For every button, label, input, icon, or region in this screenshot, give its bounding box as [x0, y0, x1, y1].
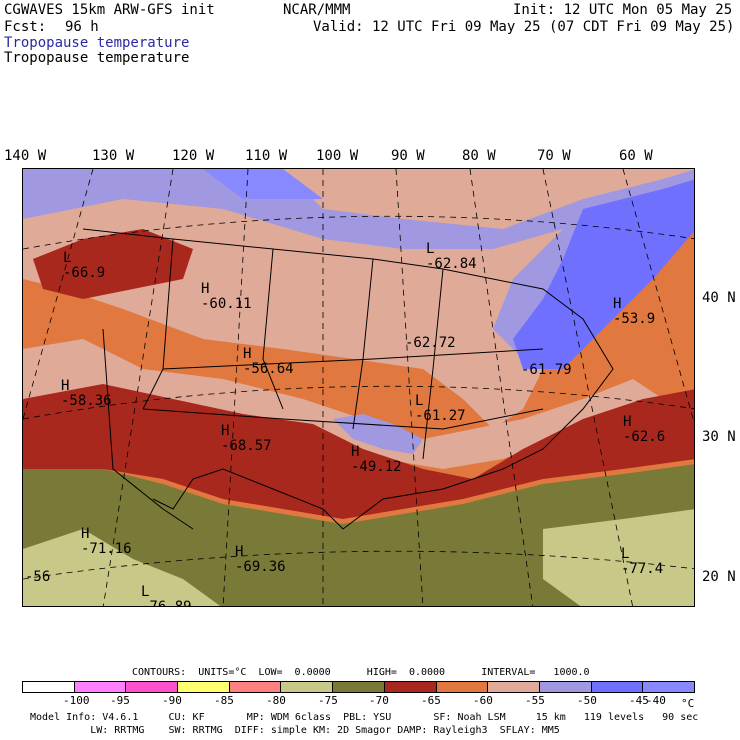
legend-swatch	[591, 682, 644, 692]
valid-time: Valid: 12 UTC Fri 09 May 25 (07 CDT Fri …	[313, 19, 735, 35]
fill-region-55	[23, 339, 663, 469]
model-info-line2: LW: RRTMG SW: RRTMG DIFF: simple KM: 2D …	[30, 725, 560, 736]
contours-info: CONTOURS: UNITS=°C LOW= 0.0000 HIGH= 0.0…	[132, 667, 590, 678]
center-value-label: -56	[25, 569, 51, 585]
legend-tick: -60	[473, 694, 493, 707]
high-center-label: H -60.11	[201, 281, 252, 312]
low-center-label: L -66.9	[63, 250, 106, 281]
legend-swatch	[74, 682, 127, 692]
legend-tick: -70	[369, 694, 389, 707]
org-label: NCAR/MMM	[283, 2, 351, 18]
legend-swatch	[333, 682, 385, 692]
high-center-label: H -69.36	[235, 544, 286, 575]
high-center-label: H -49.12	[351, 444, 402, 475]
low-center-label: L -62.84	[426, 241, 477, 272]
legend-swatch	[178, 682, 230, 692]
fill-region-45	[23, 169, 323, 199]
low-center-label: L -77.4	[621, 546, 664, 577]
high-center-label: H -62.6	[623, 414, 666, 445]
legend-swatch	[436, 682, 489, 692]
low-center-label: L -76.89	[141, 584, 192, 607]
high-center-label: H -53.9	[613, 296, 656, 327]
legend-swatch	[126, 682, 179, 692]
lon-label: 110 W	[245, 148, 288, 164]
fill-region-75	[23, 529, 221, 606]
lon-label: 140 W	[4, 148, 47, 164]
legend-swatch	[488, 682, 540, 692]
low-center-label: L -61.27	[415, 393, 466, 424]
high-center-label: H -58.36	[61, 378, 112, 409]
fill-region-45	[513, 179, 694, 369]
borders	[82, 228, 614, 530]
legend-swatch	[281, 682, 334, 692]
lon-label: 60 W	[619, 148, 653, 164]
lon-label: 80 W	[462, 148, 496, 164]
high-center-label: H -71.16	[81, 526, 132, 557]
map-canvas	[23, 169, 694, 606]
legend-tick: -75	[318, 694, 338, 707]
model-info-line1: Model Info: V4.6.1 CU: KF MP: WDM 6class…	[30, 712, 699, 723]
legend-tick: °C	[681, 697, 695, 710]
legend-swatch	[229, 682, 282, 692]
model-title: CGWAVES 15km ARW-GFS init	[4, 2, 215, 18]
field-title-1: Tropopause temperature	[4, 35, 190, 51]
lon-label: 130 W	[92, 148, 135, 164]
fcst-value: 96 h	[65, 19, 99, 35]
center-value-label: -62.72	[405, 335, 456, 351]
legend-swatch	[23, 682, 75, 692]
fill-region-65	[33, 229, 193, 299]
fill-region-75	[543, 509, 694, 606]
legend-tick: -65	[421, 694, 441, 707]
legend-tick: -50	[577, 694, 597, 707]
map-panel: L -66.9 H -60.11 L -62.84 H -56.64 H -58.36 -…	[22, 168, 695, 607]
fcst-label: Fcst:	[4, 19, 47, 35]
center-value-label: -61.79	[521, 362, 572, 378]
legend-tick: -55	[525, 694, 545, 707]
init-time: Init: 12 UTC Mon 05 May 25	[513, 2, 733, 18]
legend-tick: -80	[266, 694, 286, 707]
legend-tick: -100	[63, 694, 90, 707]
color-legend	[22, 681, 695, 693]
lon-label: 90 W	[391, 148, 425, 164]
legend-tick: -95	[110, 694, 130, 707]
legend-swatch	[539, 682, 592, 692]
lon-label: 70 W	[537, 148, 571, 164]
field-title-2: Tropopause temperature	[4, 50, 190, 66]
lat-label: 20 N	[702, 569, 736, 585]
legend-tick: -85	[214, 694, 234, 707]
fill-region-70	[23, 464, 694, 606]
fill-region-65	[23, 384, 694, 519]
lat-label: 30 N	[702, 429, 736, 445]
legend-tick: -40	[646, 694, 666, 707]
legend-tick: -90	[162, 694, 182, 707]
lon-label: 120 W	[172, 148, 215, 164]
lon-label: 100 W	[316, 148, 359, 164]
high-center-label: H -56.64	[243, 346, 294, 377]
high-center-label: H -68.57	[221, 423, 272, 454]
legend-swatch	[643, 682, 694, 692]
lat-label: 40 N	[702, 290, 736, 306]
legend-tick: -45	[629, 694, 649, 707]
fill-region-50	[23, 169, 694, 359]
legend-swatch	[384, 682, 437, 692]
graticule	[23, 169, 694, 606]
